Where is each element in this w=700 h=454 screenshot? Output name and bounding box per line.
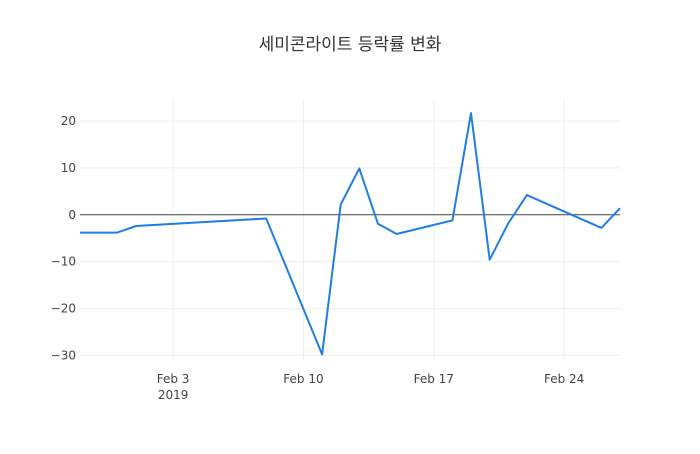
x-tick-label: Feb 3 — [157, 372, 190, 386]
y-tick-label: −20 — [51, 301, 76, 315]
x-tick-label: Feb 17 — [414, 372, 454, 386]
y-tick-label: 20 — [61, 114, 76, 128]
series-line — [80, 112, 621, 356]
y-tick-label: 0 — [68, 208, 76, 222]
grid-layer — [80, 100, 620, 360]
series-layer — [80, 112, 621, 356]
x-tick-label: Feb 10 — [283, 372, 323, 386]
chart-title: 세미콘라이트 등락률 변화 — [259, 35, 442, 55]
y-tick-label: −30 — [51, 348, 76, 362]
y-tick-labels: 20 10 0 −10 −20 −30 — [51, 114, 76, 362]
x-tick-labels: Feb 3 2019 Feb 10 Feb 17 Feb 24 — [157, 372, 585, 402]
y-tick-label: 10 — [61, 161, 76, 175]
x-tick-label: Feb 24 — [544, 372, 584, 386]
y-tick-label: −10 — [51, 255, 76, 269]
x-tick-year-label: 2019 — [158, 388, 189, 402]
